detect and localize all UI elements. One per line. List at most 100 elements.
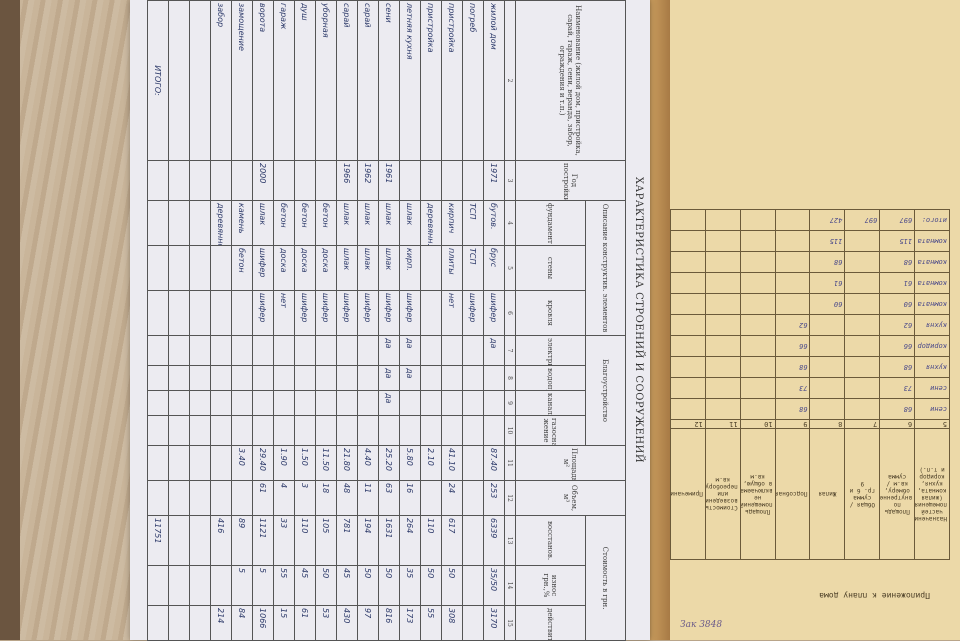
table-cell: сарай xyxy=(336,0,358,161)
table-cell: доска xyxy=(294,245,316,291)
table-row xyxy=(189,0,211,641)
table-cell: 84 xyxy=(231,605,253,641)
right-header-label: Примечание xyxy=(670,428,706,560)
right-table-cell: комната xyxy=(914,230,950,252)
column-number: 2 xyxy=(504,0,516,161)
table-cell xyxy=(231,290,253,336)
table-cell: 1.50 xyxy=(294,445,316,481)
right-table-cell: 62 xyxy=(879,314,915,336)
table-cell: 173 xyxy=(399,605,421,641)
table-cell: бетон xyxy=(294,200,316,246)
table-cell xyxy=(441,415,463,446)
table-row: сарай 1962 шлак шлак шифер 4.40 11 194 50 97 xyxy=(357,0,379,641)
table-cell xyxy=(231,415,253,446)
table-cell: 50 xyxy=(378,565,400,606)
table-cell: пристройка xyxy=(420,0,442,161)
table-cell: нет xyxy=(273,290,295,336)
table-cell xyxy=(399,160,421,201)
right-table-cell xyxy=(844,293,880,315)
header-area: Площадь, м² xyxy=(515,445,626,481)
table-cell xyxy=(315,365,337,391)
table-cell xyxy=(420,390,442,416)
right-table-cell: 66 xyxy=(775,335,810,357)
right-table-row: сени 73 73 xyxy=(670,377,950,399)
table-cell: шлак xyxy=(399,200,421,246)
right-column-number: 8 xyxy=(810,419,845,429)
table-cell xyxy=(420,290,442,336)
table-cell xyxy=(462,390,484,416)
table-cell xyxy=(273,365,295,391)
table-cell xyxy=(420,365,442,391)
table-cell xyxy=(483,365,505,391)
table-cell: кирпич xyxy=(441,200,463,246)
right-table-cell: кухня xyxy=(914,356,950,378)
table-cell: 430 xyxy=(336,605,358,641)
table-cell xyxy=(189,390,211,416)
table-cell: деревянное xyxy=(210,200,232,246)
right-table-cell xyxy=(670,272,706,294)
table-cell xyxy=(168,565,190,606)
table-cell: 29.40 xyxy=(252,445,274,481)
right-table-cell: 697 xyxy=(879,209,915,231)
table-cell xyxy=(441,390,463,416)
table-cell xyxy=(357,390,379,416)
table-cell: деревянн. xyxy=(420,200,442,246)
right-table-cell xyxy=(740,314,776,336)
table-row xyxy=(168,0,190,641)
table-cell: 25.20 xyxy=(378,445,400,481)
right-table-cell xyxy=(775,272,810,294)
table-cell xyxy=(399,390,421,416)
table-cell: 55 xyxy=(273,565,295,606)
table-cell xyxy=(336,415,358,446)
table-row: пристройка кирпич плиты нет 41.10 24 617 50 308 xyxy=(441,0,463,641)
table-cell xyxy=(273,335,295,366)
table-cell: 11.50 xyxy=(315,445,337,481)
table-cell: 18 xyxy=(315,480,337,516)
table-cell xyxy=(315,335,337,366)
right-table-cell xyxy=(740,209,776,231)
table-cell xyxy=(147,565,169,606)
right-column-number: 7 xyxy=(844,419,880,429)
table-cell xyxy=(168,245,190,291)
right-table-cell xyxy=(844,335,880,357)
table-cell: замощение xyxy=(231,0,253,161)
table-row: летняя кухня шлак кирп. шифер да да 5.80 16 264 3… xyxy=(399,0,421,641)
table-row: сарай 1966 шлак шлак шифер 21.80 48 781 45 430 xyxy=(336,0,358,641)
right-table-cell xyxy=(740,377,776,399)
table-cell: душ xyxy=(294,0,316,161)
right-table-cell: 427 xyxy=(810,209,845,231)
table-cell xyxy=(462,480,484,516)
table-cell xyxy=(420,335,442,366)
right-table-cell xyxy=(740,293,776,315)
right-table-cell xyxy=(775,230,810,252)
right-header-label: Подсобная xyxy=(775,428,810,560)
header-walls: стены xyxy=(515,245,586,291)
table-cell: 41.10 xyxy=(441,445,463,481)
table-cell xyxy=(189,515,211,566)
table-cell: да xyxy=(399,335,421,366)
table-cell: 1.90 xyxy=(273,445,295,481)
right-table-row: сени 68 68 xyxy=(670,398,950,420)
right-table-row: комната 68 68 xyxy=(670,251,950,273)
table-cell xyxy=(483,415,505,446)
table-cell xyxy=(147,480,169,516)
right-table-cell: 115 xyxy=(879,230,915,252)
table-cell: сарай xyxy=(357,0,379,161)
table-cell: да xyxy=(378,335,400,366)
table-cell xyxy=(147,160,169,201)
table-cell xyxy=(210,365,232,391)
table-cell: 45 xyxy=(294,565,316,606)
table-cell xyxy=(273,390,295,416)
right-table-row: итого: 697 697 427 xyxy=(670,209,950,231)
column-number: 6 xyxy=(504,290,516,336)
table-cell: 16 xyxy=(399,480,421,516)
table-cell xyxy=(189,160,211,201)
table-cell xyxy=(168,200,190,246)
table-cell xyxy=(357,365,379,391)
right-page-caption: Приложение к плану дома xyxy=(819,591,930,600)
table-cell: нет xyxy=(441,290,463,336)
table-cell: 1961 xyxy=(378,160,400,201)
table-cell: 11 xyxy=(357,480,379,516)
table-cell: бетон xyxy=(273,200,295,246)
table-cell xyxy=(210,160,232,201)
